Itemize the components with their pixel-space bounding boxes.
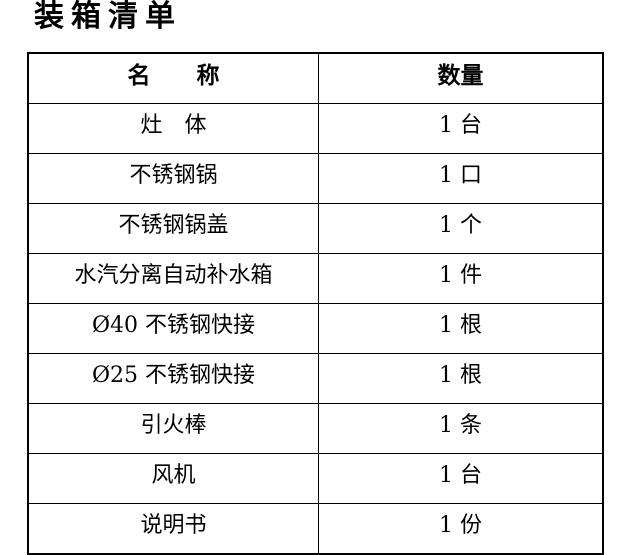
item-quantity-cell: 1 口 <box>318 153 604 204</box>
item-name-cell: Ø25 不锈钢快接 <box>27 353 319 404</box>
item-name-cell: Ø40 不锈钢快接 <box>27 303 319 354</box>
table-row: 灶 体 1 台 <box>27 103 604 154</box>
item-name-cell: 说明书 <box>27 503 319 555</box>
table-body: 灶 体 1 台 不锈钢锅 1 口 不锈钢锅盖 1 个 水汽分离自动补水箱 1 件… <box>27 103 604 555</box>
header-quantity-cell: 数量 <box>318 52 604 104</box>
item-quantity-cell: 1 台 <box>318 453 604 504</box>
item-name-cell: 灶 体 <box>27 103 319 154</box>
table-row: 说明书 1 份 <box>27 503 604 555</box>
item-quantity-cell: 1 份 <box>318 503 604 555</box>
item-name-cell: 不锈钢锅盖 <box>27 203 319 254</box>
item-name-cell: 不锈钢锅 <box>27 153 319 204</box>
item-name-cell: 引火棒 <box>27 403 319 454</box>
item-quantity-cell: 1 台 <box>318 103 604 154</box>
table-row: 水汽分离自动补水箱 1 件 <box>27 253 604 304</box>
page-title: 装箱清单 <box>34 0 182 34</box>
packing-list-table: 名 称 数量 灶 体 1 台 不锈钢锅 1 口 不锈钢锅盖 1 个 水汽分离自动… <box>27 52 604 555</box>
header-name-cell: 名 称 <box>27 52 319 104</box>
item-quantity-cell: 1 根 <box>318 353 604 404</box>
item-quantity-cell: 1 根 <box>318 303 604 354</box>
table-row: 不锈钢锅 1 口 <box>27 153 604 204</box>
item-quantity-cell: 1 条 <box>318 403 604 454</box>
table-row: Ø25 不锈钢快接 1 根 <box>27 353 604 404</box>
table-row: 不锈钢锅盖 1 个 <box>27 203 604 254</box>
item-quantity-cell: 1 个 <box>318 203 604 254</box>
item-name-cell: 风机 <box>27 453 319 504</box>
table-row: Ø40 不锈钢快接 1 根 <box>27 303 604 354</box>
table-row: 风机 1 台 <box>27 453 604 504</box>
item-quantity-cell: 1 件 <box>318 253 604 304</box>
item-name-cell: 水汽分离自动补水箱 <box>27 253 319 304</box>
table-row: 引火棒 1 条 <box>27 403 604 454</box>
header-row: 名 称 数量 <box>27 52 604 104</box>
